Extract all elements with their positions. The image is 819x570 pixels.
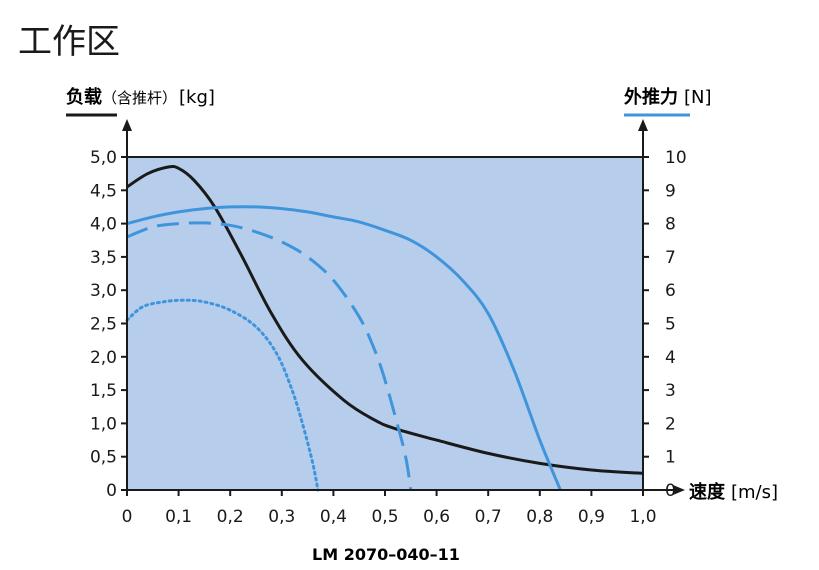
y-right-tick-label: 3 [665, 381, 676, 401]
x-axis: 0 0,1 0,2 0,3 0,4 0,5 0,6 0,7 0,8 0,9 1,0 [122, 490, 657, 527]
y-left-tick-label: 2,0 [90, 348, 117, 368]
series-layer [125, 164, 644, 492]
y-left-tick-label: 5,0 [90, 148, 117, 168]
x-tick-label: 0,1 [165, 507, 192, 527]
y-right-tick-label: 8 [665, 215, 676, 235]
x-tick-label: 0,9 [578, 507, 605, 527]
y-right-tick-label: 5 [665, 315, 676, 335]
series-line-dotted-3 [125, 298, 320, 492]
y-left-unit: [kg] [179, 87, 215, 108]
y-right-tick-label: 6 [665, 281, 676, 301]
y-left-tick-label: 4,0 [90, 215, 117, 235]
y-left-sublabel: （含推杆） [102, 89, 177, 107]
x-tick-label: 0,5 [371, 507, 398, 527]
page-title: 工作区 [18, 22, 120, 62]
x-tick-label: 0,2 [217, 507, 244, 527]
y-right-arrow-icon [638, 119, 648, 131]
x-title: 速度 [m/s] [689, 481, 778, 503]
x-unit: [m/s] [731, 482, 778, 503]
chart-caption: LM 2070–040–11 [312, 545, 460, 564]
y-right-tick-label: 9 [665, 181, 676, 201]
x-tick-label: 0,3 [268, 507, 295, 527]
x-tick-label: 0,4 [320, 507, 347, 527]
y-right-tick-label: 10 [665, 148, 687, 168]
y-left-axis: 0 0,5 1,0 1,5 2,0 2,5 3,0 3,5 4,0 4,5 5,0 [90, 148, 127, 501]
plot-area [127, 157, 643, 490]
series-line-solid-1 [126, 205, 562, 491]
y-right-tick-label: 7 [665, 248, 676, 268]
x-tick-label: 0,7 [475, 507, 502, 527]
series-line-dashed-2 [126, 221, 413, 491]
y-left-tick-label: 0,5 [90, 448, 117, 468]
x-arrow-icon [673, 485, 685, 495]
y-right-tick-label: 4 [665, 348, 676, 368]
y-left-tick-label: 4,5 [90, 181, 117, 201]
y-right-tick-label: 1 [665, 448, 676, 468]
y-left-tick-label: 3,5 [90, 248, 117, 268]
x-tick-label: 1,0 [629, 507, 656, 527]
x-tick-label: 0,8 [526, 507, 553, 527]
x-tick-label: 0 [122, 507, 133, 527]
y-right-tick-label: 2 [665, 414, 676, 434]
y-right-title: 外推力 [N] [624, 86, 712, 108]
y-right-label: 外推力 [624, 86, 678, 108]
x-label: 速度 [689, 481, 726, 503]
y-left-tick-label: 3,0 [90, 281, 117, 301]
y-left-tick-label: 0 [106, 481, 117, 501]
y-left-arrow-icon [122, 119, 132, 131]
y-left-tick-label: 1,0 [90, 414, 117, 434]
series-line-solid-0 [126, 164, 644, 475]
y-right-unit: [N] [684, 87, 712, 108]
y-left-tick-label: 2,5 [90, 315, 117, 335]
y-left-tick-label: 1,5 [90, 381, 117, 401]
y-left-label: 负载 [66, 86, 102, 108]
y-left-title: 负载（含推杆） [kg] [66, 86, 215, 108]
x-tick-label: 0,6 [423, 507, 450, 527]
